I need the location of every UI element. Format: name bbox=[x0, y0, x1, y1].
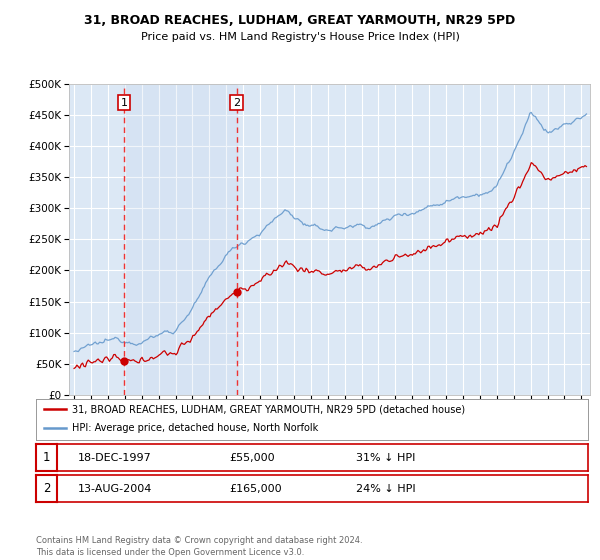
Text: HPI: Average price, detached house, North Norfolk: HPI: Average price, detached house, Nort… bbox=[72, 423, 318, 433]
Text: 13-AUG-2004: 13-AUG-2004 bbox=[77, 484, 152, 494]
Text: 24% ↓ HPI: 24% ↓ HPI bbox=[356, 484, 416, 494]
Text: 18-DEC-1997: 18-DEC-1997 bbox=[77, 452, 151, 463]
Text: 2: 2 bbox=[43, 482, 50, 496]
Text: Contains HM Land Registry data © Crown copyright and database right 2024.
This d: Contains HM Land Registry data © Crown c… bbox=[36, 536, 362, 557]
Text: 2: 2 bbox=[233, 97, 241, 108]
Text: £55,000: £55,000 bbox=[229, 452, 275, 463]
Text: 31, BROAD REACHES, LUDHAM, GREAT YARMOUTH, NR29 5PD (detached house): 31, BROAD REACHES, LUDHAM, GREAT YARMOUT… bbox=[72, 404, 465, 414]
Text: 1: 1 bbox=[43, 451, 50, 464]
Text: 31% ↓ HPI: 31% ↓ HPI bbox=[356, 452, 416, 463]
Text: 1: 1 bbox=[121, 97, 128, 108]
Text: 31, BROAD REACHES, LUDHAM, GREAT YARMOUTH, NR29 5PD: 31, BROAD REACHES, LUDHAM, GREAT YARMOUT… bbox=[85, 14, 515, 27]
Text: Price paid vs. HM Land Registry's House Price Index (HPI): Price paid vs. HM Land Registry's House … bbox=[140, 32, 460, 43]
Text: £165,000: £165,000 bbox=[229, 484, 282, 494]
Bar bbox=[124, 84, 237, 395]
